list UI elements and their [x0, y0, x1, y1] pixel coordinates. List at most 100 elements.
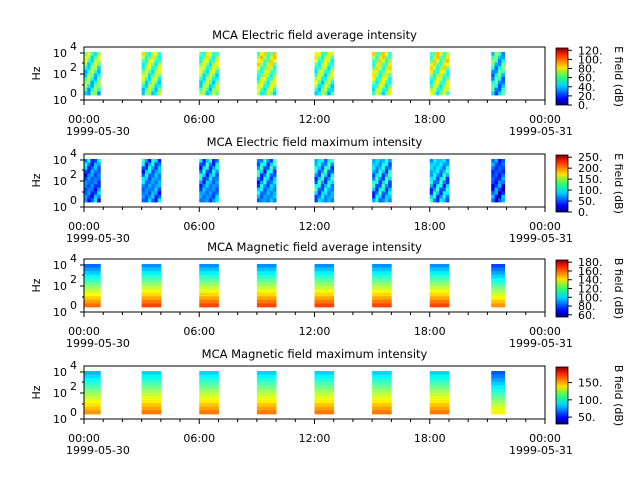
spectrogram-cell	[429, 374, 434, 379]
spectrogram-cell	[445, 87, 450, 92]
colorbar-tick-label: 40.	[578, 81, 596, 94]
spectrogram-cell	[256, 66, 261, 71]
spectrogram-cell	[320, 274, 325, 279]
spectrogram-cell	[317, 388, 322, 393]
spectrogram-cell	[154, 406, 159, 411]
spectrogram-cell	[144, 198, 149, 203]
spectrogram-cell	[372, 187, 376, 192]
spectrogram-cell	[256, 169, 261, 174]
spectrogram-cell	[205, 274, 210, 279]
spectrogram-cell	[144, 184, 149, 189]
spectrogram-cell	[141, 410, 146, 415]
spectrogram-cell	[320, 69, 325, 74]
spectrogram-cell	[320, 278, 325, 283]
spectrogram-cell	[199, 52, 203, 56]
spectrogram-cell	[141, 191, 146, 196]
spectrogram-cell	[215, 55, 219, 60]
spectrogram-cell	[256, 69, 261, 74]
spectrogram-cell	[269, 55, 274, 60]
spectrogram-cell	[205, 169, 210, 174]
spectrogram-cell	[372, 289, 376, 294]
spectrogram-cell	[144, 406, 149, 411]
spectrogram-cell	[84, 191, 88, 196]
colorbar-tick-label: 140.	[578, 274, 603, 287]
spectrogram-cell	[388, 198, 392, 203]
spectrogram-cell	[266, 77, 271, 82]
spectrogram-cell	[381, 281, 386, 286]
spectrogram-cell	[263, 274, 267, 279]
spectrogram-cell	[151, 410, 155, 415]
spectrogram-cell	[439, 278, 443, 283]
spectrogram-cell	[497, 66, 502, 71]
spectrogram-cell	[330, 77, 335, 82]
spectrogram-cell	[90, 299, 95, 304]
spectrogram-cell	[494, 264, 499, 268]
spectrogram-cell	[388, 281, 392, 286]
spectrogram-cell	[269, 91, 274, 96]
spectrogram-cell	[154, 162, 159, 167]
spectrogram-cell	[260, 264, 264, 268]
spectrogram-cell	[141, 399, 146, 404]
spectrogram-cell	[154, 399, 159, 404]
spectrogram-cell	[327, 381, 331, 386]
spectrogram-cell	[378, 180, 383, 185]
spectrogram-cell	[215, 271, 219, 276]
spectrogram-cell	[497, 303, 502, 308]
spectrogram-cell	[494, 66, 499, 71]
spectrogram-cell	[256, 59, 261, 64]
spectrogram-cell	[501, 299, 506, 304]
spectrogram-cell	[384, 159, 389, 163]
spectrogram-cell	[202, 385, 207, 390]
spectrogram-cell	[215, 66, 219, 71]
spectrogram-cell	[266, 264, 271, 268]
spectrogram-cell	[93, 66, 98, 71]
spectrogram-cell	[97, 169, 101, 174]
spectrogram-cell	[388, 166, 392, 171]
spectrogram-cell	[154, 410, 159, 415]
spectrogram-cell	[317, 198, 322, 203]
spectrogram-cell	[384, 396, 389, 401]
spectrogram-cell	[93, 378, 98, 383]
spectrogram-cell	[494, 184, 499, 189]
spectrogram-cell	[84, 194, 88, 199]
spectrogram-cell	[151, 374, 155, 379]
spectrogram-cell	[378, 69, 383, 74]
spectrogram-cell	[256, 378, 261, 383]
spectrogram-cell	[263, 396, 267, 401]
spectrogram-cell	[442, 281, 447, 286]
spectrogram-cell	[388, 169, 392, 174]
spectrogram-cell	[439, 299, 443, 304]
spectrogram-cell	[324, 274, 328, 279]
spectrogram-cell	[199, 388, 203, 393]
spectrogram-cell	[205, 55, 210, 60]
spectrogram-cell	[381, 191, 386, 196]
spectrogram-cell	[202, 299, 207, 304]
spectrogram-cell	[314, 378, 319, 383]
spectrogram-cell	[375, 281, 379, 286]
spectrogram-cell	[148, 180, 152, 185]
spectrogram-cell	[266, 173, 271, 178]
spectrogram-cell	[272, 296, 277, 301]
spectrogram-cell	[429, 385, 434, 390]
spectrogram-cell	[148, 166, 152, 171]
spectrogram-cell	[436, 381, 440, 386]
spectrogram-cell	[327, 281, 331, 286]
date-label-end: 1999-05-31	[509, 444, 573, 457]
spectrogram-cell	[429, 292, 434, 297]
spectrogram-cell	[445, 296, 450, 301]
spectrogram-cell	[432, 378, 437, 383]
spectrogram-cell	[157, 388, 162, 393]
spectrogram-cell	[215, 374, 219, 379]
spectrogram-cell	[90, 91, 95, 96]
spectrogram-cell	[497, 176, 502, 181]
spectrogram-cell	[432, 191, 437, 196]
spectrogram-cell	[501, 403, 506, 408]
spectrogram-cell	[151, 403, 155, 408]
spectrogram-cell	[84, 52, 88, 56]
colorbar-tick-label: 20.	[578, 90, 596, 103]
spectrogram-cell	[263, 91, 267, 96]
spectrogram-cell	[263, 278, 267, 283]
spectrogram-cell	[199, 194, 203, 199]
spectrogram-cell	[157, 173, 162, 178]
spectrogram-cell	[324, 289, 328, 294]
